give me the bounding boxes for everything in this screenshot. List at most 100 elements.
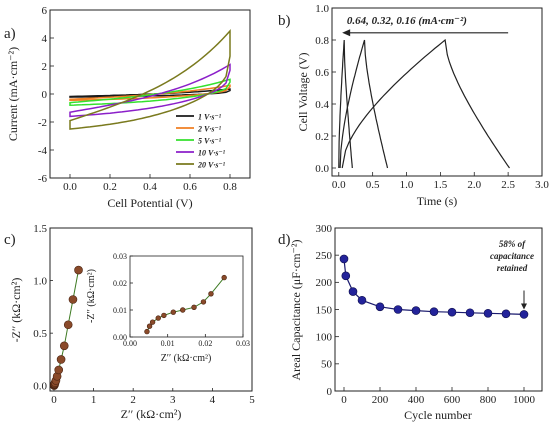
panel-b-ytick-label: 1.0	[315, 3, 329, 15]
capacitance-point	[519, 310, 529, 319]
capacitance-point	[339, 254, 349, 264]
capacitance-point	[447, 307, 457, 317]
cv-curve-2Vs	[69, 84, 231, 102]
capacitance-point	[429, 307, 439, 316]
panel-c-label: c)	[4, 232, 16, 248]
panel-a-xtick-label: 0.8	[223, 181, 237, 193]
panel-c-inset-point	[221, 274, 227, 281]
capacitance-point	[341, 271, 351, 281]
panel-c-inset-ytick-label: 0.02	[113, 279, 127, 288]
panel-c-point	[56, 355, 66, 364]
panel-c-xtick-label: 5	[249, 394, 255, 406]
panel-a-ylabel: Current (mA·cm⁻²)	[6, 47, 20, 141]
panel-c-inset-ylabel: -Z′′ (kΩ·cm²)	[86, 269, 97, 323]
panel-c-xlabel: Z′′ (kΩ·cm²)	[121, 407, 182, 421]
panel-b-xtick-label: 2.0	[467, 179, 481, 191]
cv-curve-20Vs	[69, 29, 231, 130]
legend-label: 2 V·s⁻¹	[197, 125, 222, 134]
panel-d-ytick-label: 300	[316, 223, 333, 235]
panel-a-series-group	[69, 29, 231, 130]
panel-c-inset-point	[180, 307, 186, 313]
panel-a-ytick-label: 0	[42, 89, 48, 101]
capacitance-point	[411, 306, 421, 315]
gcd-curve	[341, 38, 510, 169]
panel-b-arrow	[342, 29, 509, 37]
panel-d-ytick-label: 50	[321, 359, 333, 371]
panel-c-inset-point	[170, 309, 177, 315]
capacitance-point	[375, 302, 385, 312]
panel-d-ytick-label: 150	[316, 304, 333, 316]
panel-d-ylabel: Areal Capacitance (μF·cm⁻²)	[289, 240, 303, 381]
panel-c-inset-xtick-label: 0.02	[198, 339, 212, 348]
panel-b-ylabel: Cell Voltage (V)	[296, 53, 310, 132]
annotation-arrow-head	[521, 303, 527, 310]
panel-c-inset-point	[191, 304, 197, 310]
panel-c-point	[68, 295, 78, 304]
panel-b-xtick-label: 2.5	[501, 179, 515, 191]
panel-c-inset-frame	[129, 255, 244, 338]
panel-c-inset-point	[161, 312, 167, 319]
legend-label: 5 V·s⁻¹	[198, 137, 222, 146]
panel-b-xlabel: Time (s)	[417, 194, 458, 208]
panel-a-ytick-label: -6	[38, 173, 48, 185]
gcd-curve	[339, 39, 389, 169]
panel-c-frame	[49, 227, 253, 392]
panel-d-annotation: 58% of capacitance retained	[490, 239, 534, 310]
panel-d-xlabel: Cycle number	[404, 408, 472, 422]
panel-a-xlabel: Cell Potential (V)	[107, 196, 192, 210]
panel-b-xtick-label: 1.5	[434, 179, 448, 191]
panel-b-ytick-label: 0.4	[315, 99, 329, 111]
panel-c-xtick-label: 0	[51, 394, 57, 406]
panel-c-inset-xlabel: Z′′ (kΩ·cm²)	[161, 353, 212, 364]
panel-b-ytick-label: 0.0	[315, 163, 329, 175]
panel-b-ytick-label: 0.2	[315, 131, 329, 143]
panel-c-point	[54, 365, 64, 375]
panel-c-inset-series-group	[144, 274, 227, 335]
panel-c-inset-ytick-label: 0.01	[113, 306, 127, 315]
panel-c: c) 0 1 2 3 4 5 0.0 0.5 1.0 1.5 Z′′ (kΩ·cm²) -Z′′ …	[4, 223, 255, 421]
panel-c-ticks: 0 1 2 3 4 5 0.0 0.5 1.0 1.5	[33, 223, 255, 406]
panel-a-ytick-label: -4	[38, 145, 48, 157]
capacitance-point	[501, 309, 511, 319]
panel-d-xtick-label: 200	[372, 394, 389, 406]
panel-d-xtick-label: 1000	[513, 394, 536, 406]
panel-c-inset-ytick-label: 0.00	[113, 333, 127, 342]
legend-label: 10 V·s⁻¹	[198, 149, 226, 158]
capacitance-point	[348, 287, 358, 296]
panel-c-series-group	[49, 265, 83, 390]
panel-a-xtick-label: 0.6	[183, 181, 197, 193]
capacitance-point	[483, 309, 493, 318]
capacitance-point	[357, 295, 367, 305]
annotation-line: retained	[497, 263, 528, 273]
panel-b-label: b)	[278, 13, 291, 29]
panel-c-ytick-label: 1.0	[33, 275, 47, 287]
panel-c-inset-ytick-label: 0.03	[113, 252, 127, 261]
panel-b-series-group	[338, 38, 510, 169]
panel-a-xtick-label: 0.2	[103, 181, 117, 193]
capacitance-point	[465, 308, 475, 318]
panel-d-xtick-label: 400	[408, 394, 425, 406]
panel-a-ticks: 0.0 0.2 0.4 0.6 0.8 -6 -4 -2 0 2 4 6	[38, 5, 238, 193]
panel-a-ytick-label: 4	[42, 33, 48, 45]
cv-curve-5Vs	[69, 78, 231, 106]
panel-c-ytick-label: 0.5	[33, 328, 47, 340]
arrow-head	[342, 29, 351, 37]
panel-c-ylabel: -Z′′ (kΩ·cm²)	[9, 278, 23, 343]
panel-d-ytick-label: 200	[316, 277, 333, 289]
panel-c-inset: 0.00 0.01 0.02 0.03 0.00 0.01 0.02 0.03 Z′′ (kΩ…	[86, 252, 250, 364]
panel-c-point	[74, 265, 83, 275]
capacitance-point	[393, 305, 403, 314]
panel-c-ytick-label: 1.5	[33, 223, 47, 235]
panel-a-ytick-label: 2	[42, 61, 48, 73]
panel-b-ytick-label: 0.6	[315, 67, 329, 79]
legend-label: 1 V·s⁻¹	[198, 113, 222, 122]
panel-b-frame	[331, 7, 543, 177]
panel-d-ytick-label: 250	[316, 250, 333, 262]
panel-a-ytick-label: -2	[38, 117, 47, 129]
panel-b-xtick-label: 3.0	[535, 179, 549, 191]
panel-c-xtick-label: 1	[91, 394, 97, 406]
panel-d-xtick-label: 600	[444, 394, 461, 406]
panel-c-xtick-label: 4	[210, 394, 216, 406]
panel-c-inset-ticks: 0.00 0.01 0.02 0.03 0.00 0.01 0.02 0.03	[113, 252, 250, 348]
